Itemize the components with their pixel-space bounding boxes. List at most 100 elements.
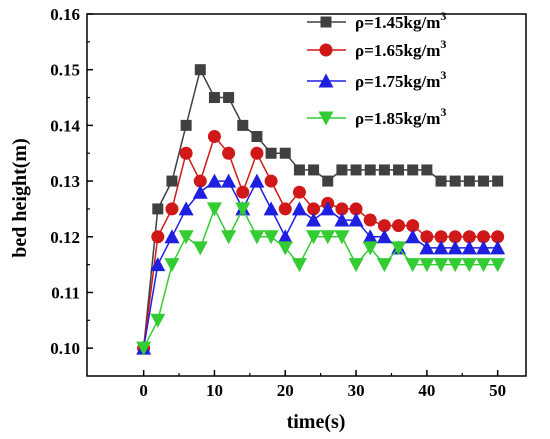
legend-marker — [320, 16, 332, 28]
legend-label: ρ=1.75kg/m3 — [355, 68, 446, 91]
data-point — [433, 258, 449, 273]
data-point — [420, 230, 434, 244]
data-point — [291, 258, 307, 273]
data-point — [334, 230, 350, 245]
data-point — [461, 258, 477, 273]
data-point — [461, 240, 477, 255]
data-point — [221, 230, 237, 245]
data-point — [419, 258, 435, 273]
data-point — [263, 201, 279, 216]
data-point — [277, 229, 293, 244]
data-point — [407, 164, 419, 176]
data-point — [476, 240, 492, 255]
data-point — [376, 258, 392, 273]
y-tick-label: 0.13 — [50, 172, 80, 191]
legend-item: ρ=1.65kg/m3 — [307, 37, 446, 60]
data-point — [377, 219, 391, 233]
legend-marker — [319, 43, 333, 57]
data-point — [265, 147, 277, 159]
data-point — [421, 164, 433, 176]
data-point — [448, 230, 462, 244]
data-point — [391, 241, 407, 256]
series-4 — [136, 202, 506, 356]
data-point — [476, 258, 492, 273]
data-point — [150, 257, 166, 272]
data-point — [320, 230, 336, 245]
data-point — [490, 240, 506, 255]
data-point — [348, 258, 364, 273]
legend-marker — [318, 73, 334, 88]
x-tick-label: 20 — [277, 381, 294, 400]
data-point — [165, 202, 179, 216]
data-point — [308, 164, 320, 176]
data-point — [392, 219, 406, 233]
data-point — [405, 229, 421, 244]
legend: ρ=1.45kg/m3 ρ=1.65kg/m3 ρ=1.75kg/m3 ρ=1.85k… — [307, 9, 446, 128]
data-point — [322, 175, 334, 187]
data-point — [435, 175, 447, 187]
data-point — [278, 202, 292, 216]
data-point — [164, 229, 180, 244]
data-point — [206, 173, 222, 188]
data-point — [166, 175, 178, 187]
data-point — [406, 219, 420, 233]
data-point — [277, 241, 293, 256]
data-point — [306, 212, 322, 227]
data-point — [249, 173, 265, 188]
x-tick-label: 30 — [348, 381, 365, 400]
y-tick-label: 0.12 — [50, 228, 80, 247]
data-point — [180, 119, 192, 131]
series-1 — [138, 64, 504, 354]
data-point — [378, 164, 390, 176]
data-point — [193, 174, 207, 188]
axes-group: 0 10 20 30 40 50 0.10 0.11 0.12 0.13 0.14 0.15 0.16 — [50, 5, 506, 400]
data-point — [478, 175, 490, 187]
series-line — [142, 207, 498, 349]
data-point — [152, 203, 164, 215]
data-point — [463, 175, 475, 187]
legend-label: ρ=1.85kg/m3 — [355, 105, 446, 128]
data-point — [419, 240, 435, 255]
legend-item: ρ=1.45kg/m3 — [307, 9, 446, 32]
data-point — [462, 230, 476, 244]
data-point — [263, 230, 279, 245]
data-point — [192, 184, 208, 199]
data-point — [447, 258, 463, 273]
series-group — [136, 64, 506, 356]
y-tick-label: 0.16 — [50, 5, 80, 24]
data-point — [350, 164, 362, 176]
data-point — [237, 119, 249, 131]
data-point — [136, 341, 152, 356]
data-point — [208, 92, 220, 104]
data-point — [222, 146, 236, 160]
plot-frame — [86, 13, 527, 377]
data-point — [492, 175, 504, 187]
x-tick-label: 10 — [206, 381, 223, 400]
y-axis-title: bed height(m) — [9, 138, 31, 257]
data-point — [490, 258, 506, 273]
data-point — [192, 241, 208, 256]
data-point — [223, 92, 235, 104]
data-point — [178, 201, 194, 216]
data-point — [491, 230, 505, 244]
data-point — [164, 258, 180, 273]
data-point — [334, 212, 350, 227]
data-point — [307, 202, 321, 216]
data-point — [306, 230, 322, 245]
data-point — [178, 230, 194, 245]
data-point — [363, 213, 377, 227]
data-point — [279, 147, 291, 159]
data-point — [251, 131, 263, 143]
data-point — [335, 202, 349, 216]
x-tick-label: 0 — [139, 381, 148, 400]
data-point — [449, 175, 461, 187]
data-point — [179, 146, 193, 160]
data-point — [207, 130, 221, 144]
y-tick-label: 0.11 — [51, 283, 80, 302]
data-point — [477, 230, 491, 244]
y-tick-label: 0.10 — [50, 339, 80, 358]
data-point — [434, 230, 448, 244]
y-tick-label: 0.14 — [50, 116, 80, 135]
data-point — [362, 229, 378, 244]
data-point — [236, 185, 250, 199]
